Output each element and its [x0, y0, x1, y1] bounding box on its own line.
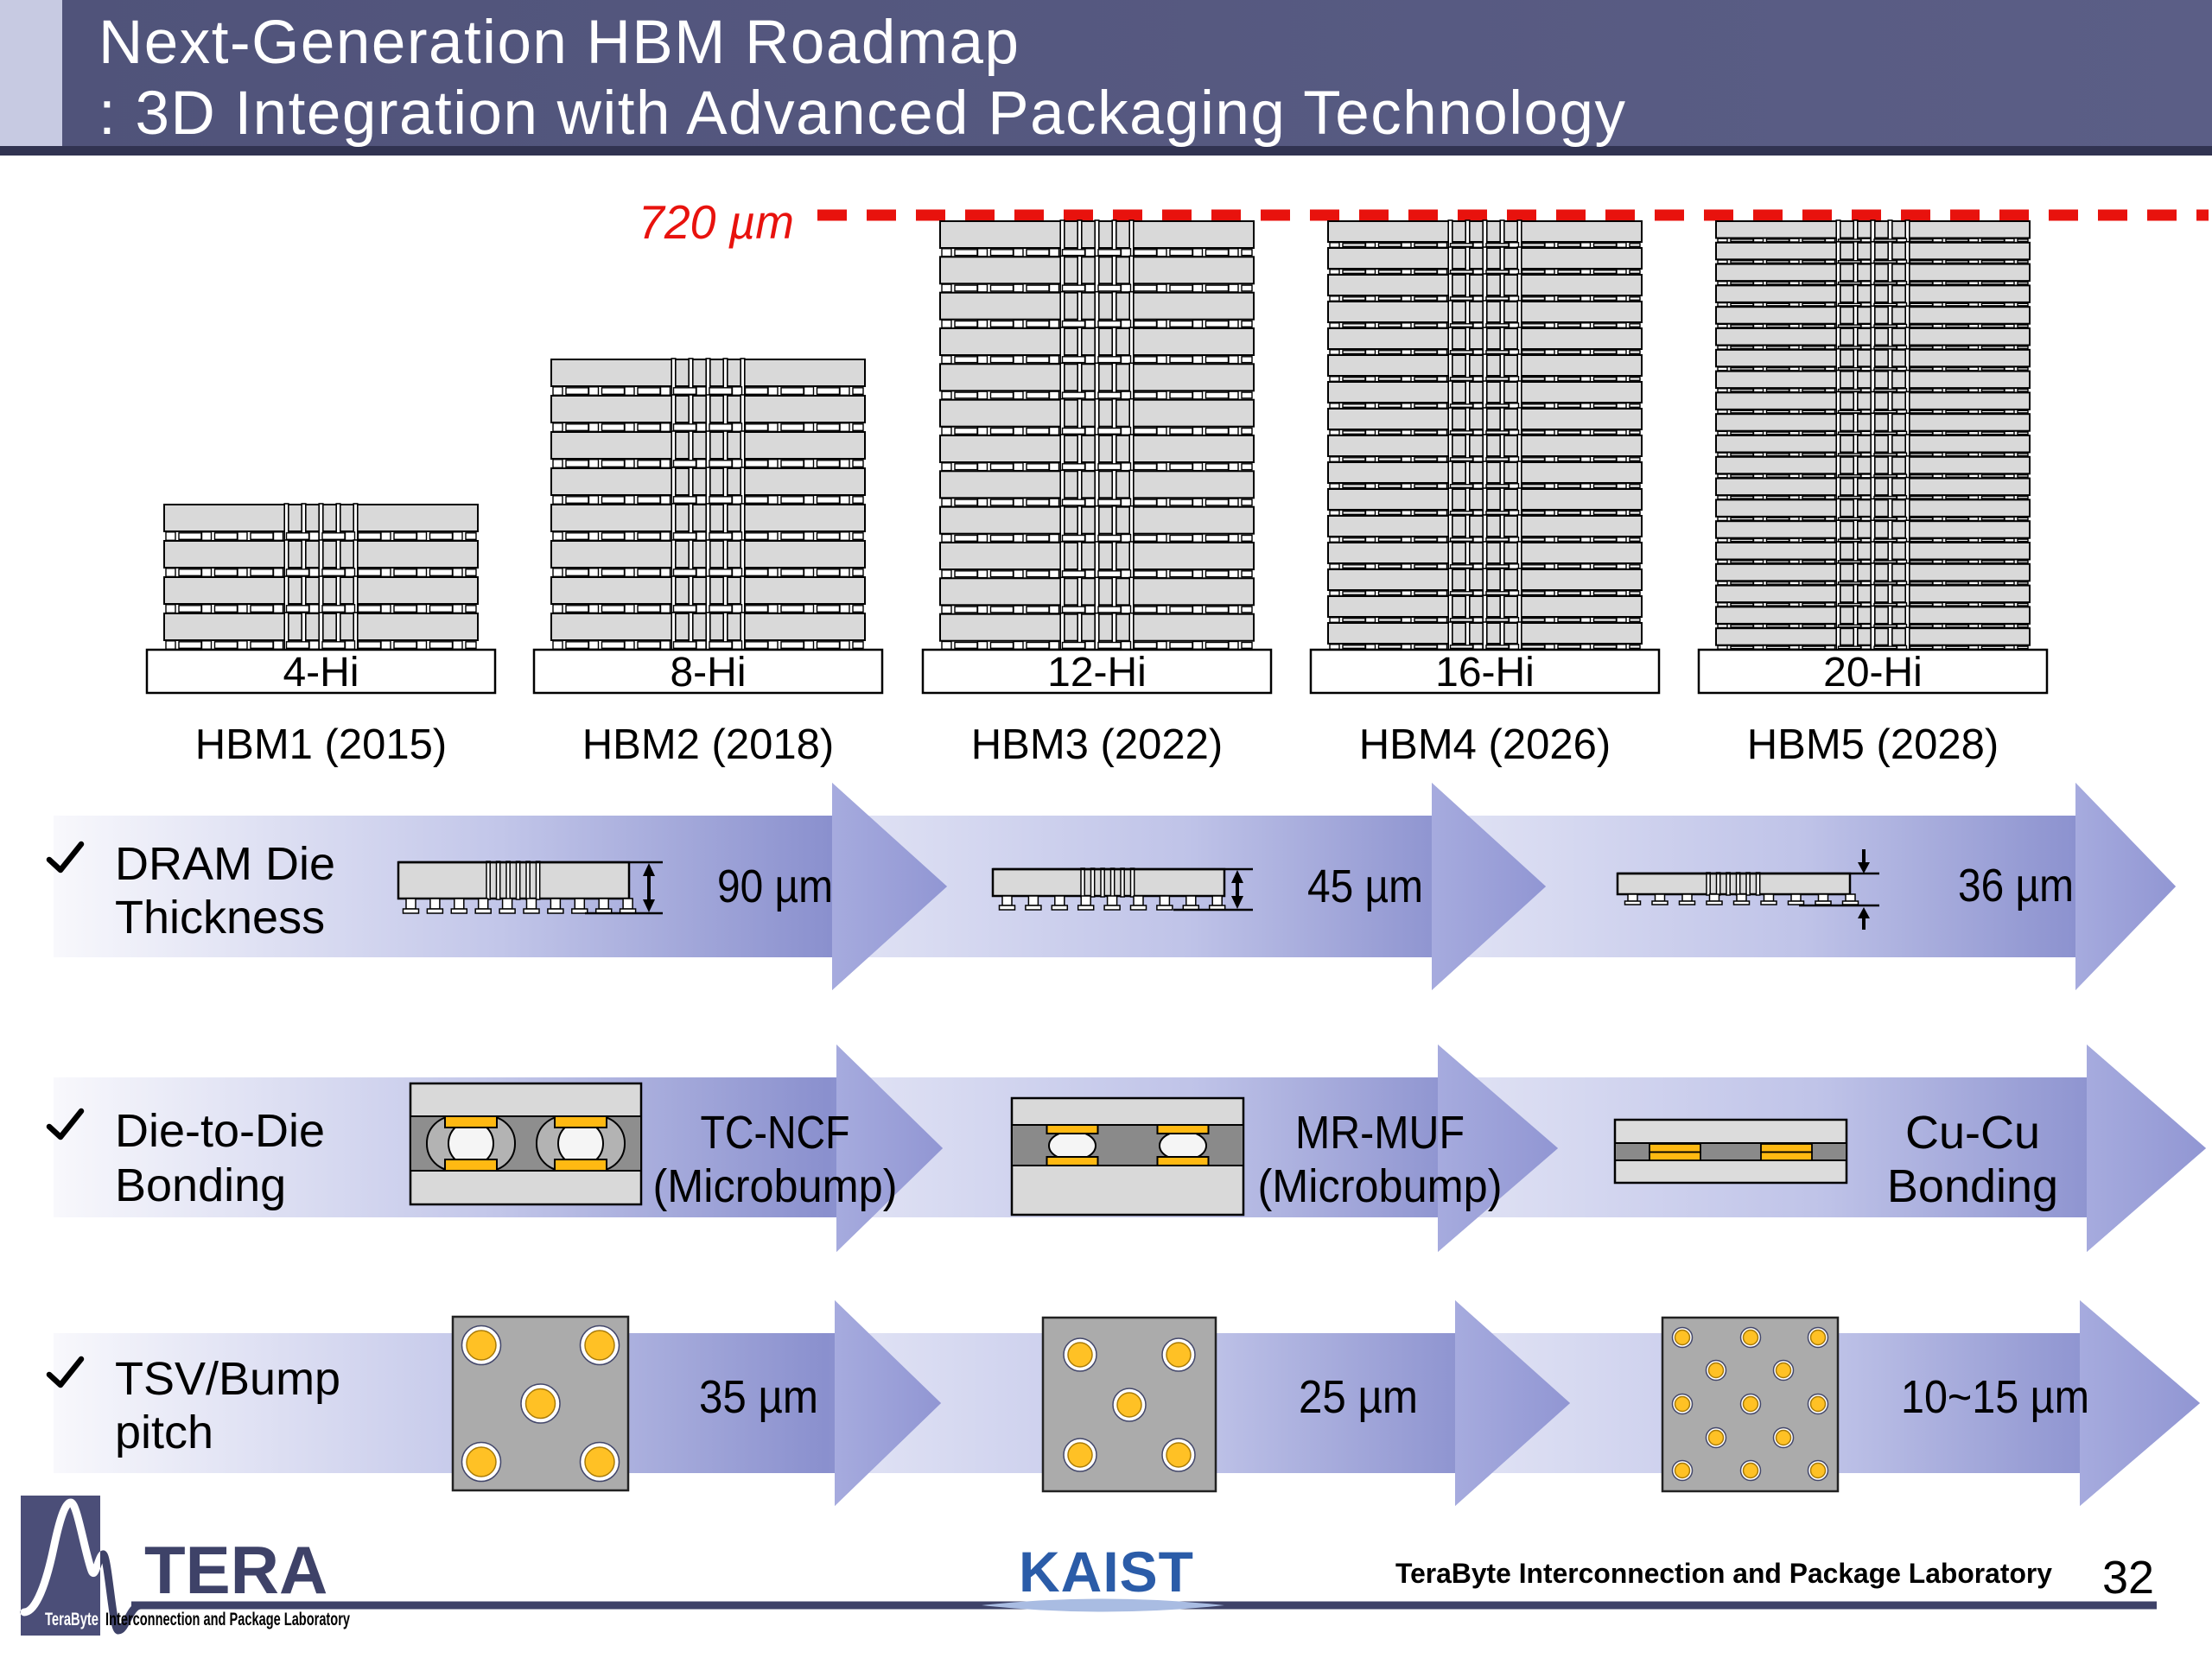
svg-text:KAIST: KAIST — [1019, 1540, 1194, 1604]
svg-text:36 µm: 36 µm — [1958, 860, 2074, 912]
svg-text:90 µm: 90 µm — [717, 861, 833, 912]
svg-text:HBM3 (2022): HBM3 (2022) — [971, 721, 1223, 768]
svg-text:Bonding: Bonding — [115, 1159, 286, 1211]
svg-text:pitch: pitch — [115, 1407, 213, 1458]
svg-text:HBM5 (2028): HBM5 (2028) — [1747, 721, 1999, 768]
svg-text:MR-MUF: MR-MUF — [1295, 1107, 1465, 1159]
svg-text:720 µm: 720 µm — [639, 195, 794, 249]
svg-text:: 3D Integration with Advanced: : 3D Integration with Advanced Packaging… — [99, 79, 1626, 148]
svg-text:4-Hi: 4-Hi — [283, 650, 359, 696]
svg-text:35 µm: 35 µm — [699, 1371, 818, 1423]
svg-text:Bonding: Bonding — [1887, 1160, 2058, 1212]
svg-text:32: 32 — [2102, 1552, 2154, 1604]
svg-text:HBM4 (2026): HBM4 (2026) — [1359, 721, 1611, 768]
svg-text:20-Hi: 20-Hi — [1823, 650, 1923, 696]
svg-text:25 µm: 25 µm — [1299, 1371, 1418, 1423]
svg-text:45 µm: 45 µm — [1307, 861, 1423, 912]
svg-text:(Microbump): (Microbump) — [1258, 1160, 1503, 1212]
svg-text:10~15 µm: 10~15 µm — [1901, 1371, 2089, 1423]
svg-text:TC-NCF: TC-NCF — [701, 1107, 850, 1159]
svg-text:HBM1 (2015): HBM1 (2015) — [195, 721, 447, 768]
svg-text:DRAM Die: DRAM Die — [115, 838, 335, 890]
svg-text:Next-Generation HBM Roadmap: Next-Generation HBM Roadmap — [99, 9, 1020, 77]
svg-text:Cu-Cu: Cu-Cu — [1905, 1107, 2040, 1159]
svg-text:Interconnection and Package La: Interconnection and Package Laboratory — [105, 1610, 350, 1629]
svg-text:12-Hi: 12-Hi — [1047, 650, 1147, 696]
svg-text:HBM2 (2018): HBM2 (2018) — [582, 721, 834, 768]
svg-text:8-Hi: 8-Hi — [670, 650, 746, 696]
svg-text:16-Hi: 16-Hi — [1435, 650, 1535, 696]
svg-text:TeraByte Interconnection and P: TeraByte Interconnection and Package Lab… — [1395, 1558, 2052, 1589]
svg-text:(Microbump): (Microbump) — [653, 1160, 898, 1212]
svg-text:TeraByte: TeraByte — [45, 1610, 99, 1629]
svg-text:Die-to-Die: Die-to-Die — [115, 1105, 325, 1157]
svg-text:TSV/Bump: TSV/Bump — [115, 1353, 340, 1405]
svg-text:TERA: TERA — [144, 1532, 327, 1608]
svg-text:Thickness: Thickness — [115, 892, 325, 943]
